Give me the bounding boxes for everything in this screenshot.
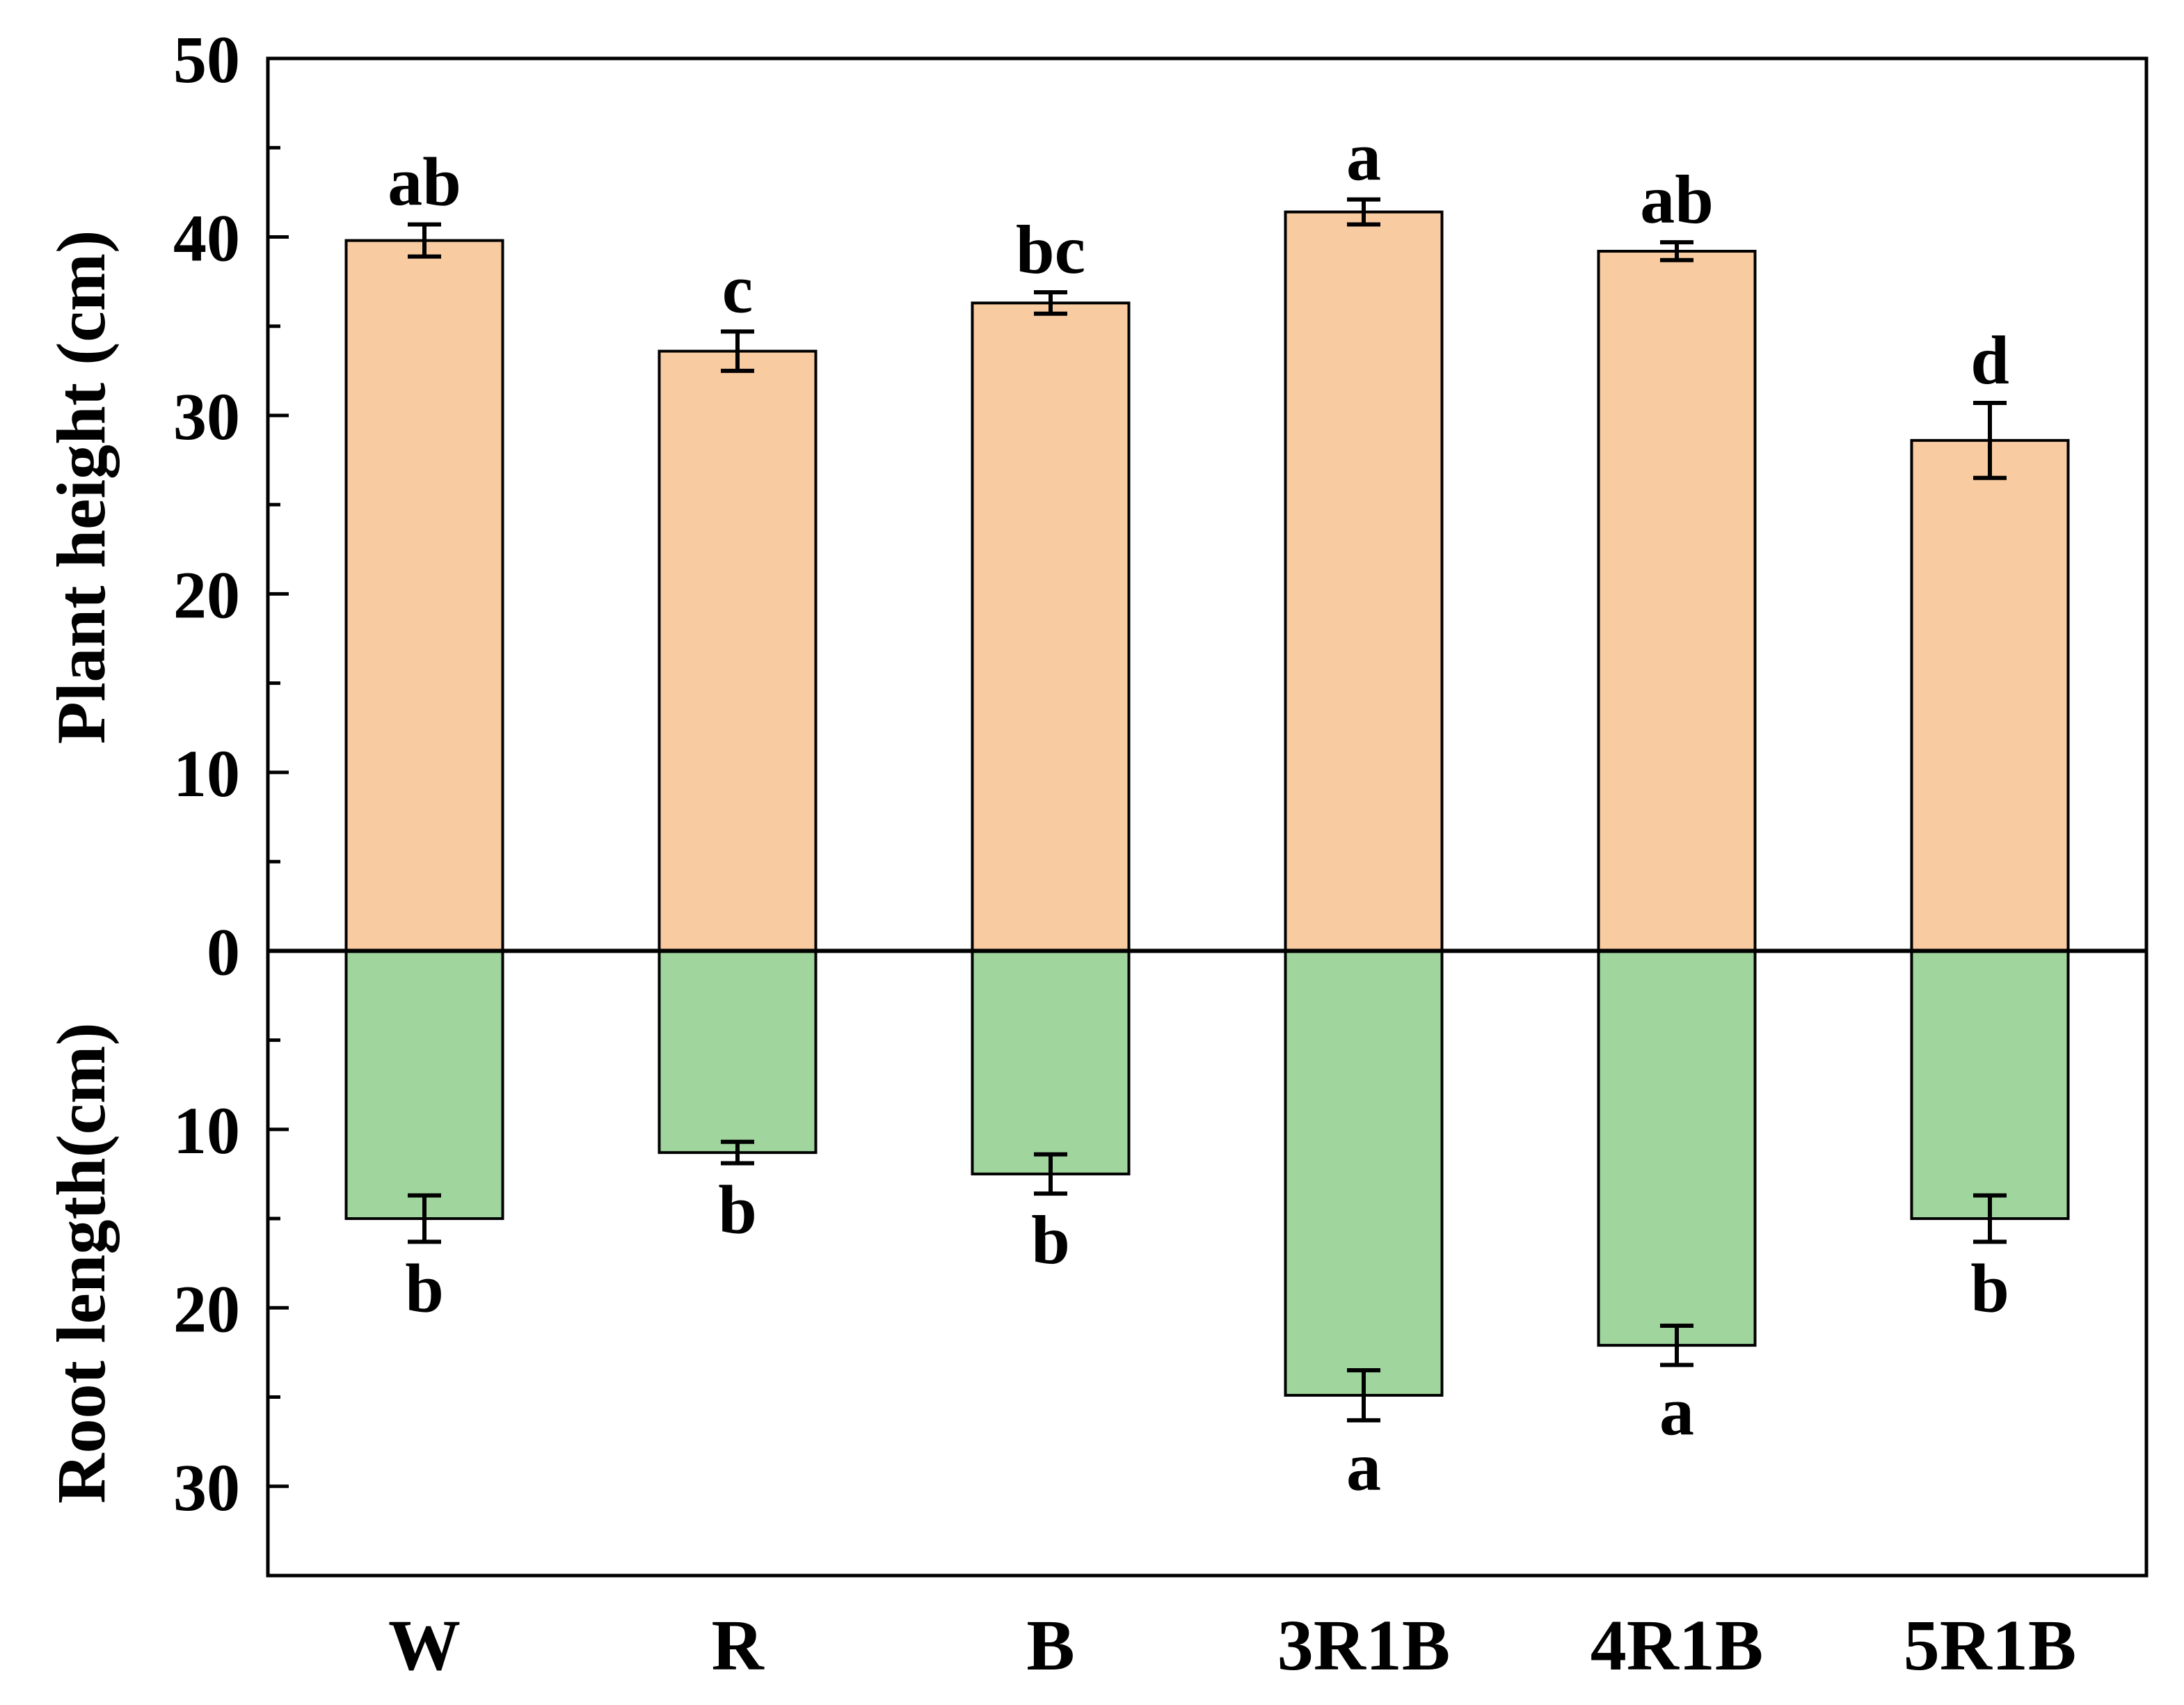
y-tick-label-lower-0: 10 (173, 1093, 240, 1168)
root-length-bar-4 (1597, 949, 1757, 1347)
root-length-bar-2 (971, 949, 1131, 1175)
y-tick-label-upper-0: 0 (207, 914, 240, 989)
plant-height-bar-1 (657, 349, 818, 953)
plant-height-bar-4 (1597, 249, 1757, 953)
root-length-letter-0: b (405, 1249, 444, 1326)
x-tick-label-3: 3R1B (1277, 1605, 1450, 1686)
root-length-bar-0 (344, 949, 504, 1221)
y-axis-tick-labels: 0 10 20 30 40 50 10 20 30 (173, 22, 240, 1525)
x-tick-label-5: 5R1B (1904, 1605, 2076, 1686)
plant-height-bar-3 (1284, 210, 1444, 953)
plant-height-letter-1: c (722, 250, 753, 327)
root-length-letter-2: b (1031, 1201, 1070, 1278)
y-tick-label-upper-4: 40 (173, 200, 240, 275)
x-tick-label-2: B (1026, 1605, 1074, 1686)
plant-height-bar-2 (971, 301, 1131, 953)
x-tick-label-0: W (388, 1605, 461, 1686)
plant-height-letter-4: ab (1640, 161, 1714, 238)
y-tick-label-lower-1: 20 (173, 1271, 240, 1346)
plant-height-letter-2: bc (1016, 211, 1085, 288)
root-length-bar-5 (1910, 949, 2070, 1221)
root-length-letter-3: a (1346, 1428, 1381, 1505)
plant-height-bar-0 (344, 239, 504, 953)
plant-height-bar-5 (1910, 438, 2070, 953)
root-length-letter-1: b (718, 1171, 757, 1248)
y-axis-title-upper: Plant height (cm) (42, 230, 120, 745)
y-axis-title-lower: Root length(cm) (42, 1022, 120, 1504)
y-tick-label-upper-1: 10 (173, 736, 240, 811)
x-axis-tick-labels: W R B 3R1B 4R1B 5R1B (388, 1605, 2076, 1686)
root-length-letter-4: a (1659, 1372, 1694, 1450)
plot-frame (266, 56, 2149, 1578)
y-axis-ticks (268, 56, 289, 1489)
error-bars-group (408, 197, 2007, 1422)
y-tick-label-upper-3: 30 (173, 379, 240, 454)
y-tick-label-upper-5: 50 (173, 22, 240, 97)
y-tick-label-lower-2: 30 (173, 1450, 240, 1525)
plant-height-letter-3: a (1346, 118, 1381, 196)
x-tick-label-4: 4R1B (1591, 1605, 1763, 1686)
x-tick-label-1: R (711, 1605, 765, 1686)
root-length-letter-5: b (1970, 1249, 2009, 1326)
root-length-bar-1 (657, 949, 818, 1155)
bars-group (344, 210, 2070, 1397)
root-length-bar-3 (1284, 949, 1444, 1397)
plant-height-letter-0: ab (388, 143, 461, 221)
y-tick-label-upper-2: 20 (173, 557, 240, 632)
plant-height-letter-5: d (1970, 322, 2009, 399)
